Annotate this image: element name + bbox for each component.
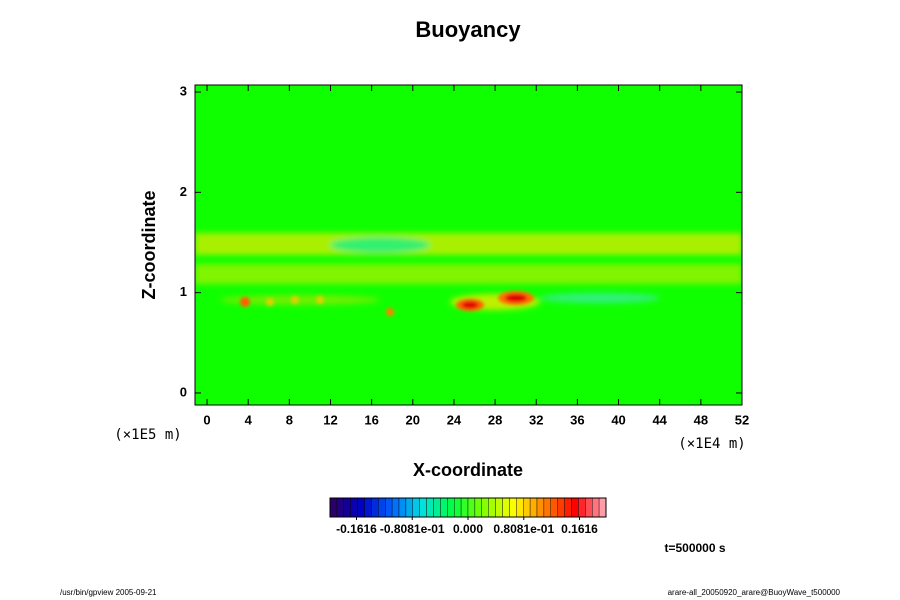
colorbar-cell [371, 497, 379, 518]
x-tick-label: 48 [694, 412, 708, 427]
colorbar-cell [564, 497, 572, 518]
x-tick-label: 12 [323, 412, 337, 427]
x-tick-label: 4 [245, 412, 253, 427]
colorbar-cell [592, 497, 600, 518]
colorbar-cell [412, 497, 420, 518]
y-axis-label: Z-coordinate [139, 190, 159, 299]
x-tick-label: 44 [652, 412, 667, 427]
colorbar-cell [440, 497, 448, 518]
colorbar-cell [578, 497, 586, 518]
colorbar-cell [460, 497, 469, 518]
colorbar-tick-label: -0.1616 [336, 522, 377, 536]
colorbar-cell [516, 497, 524, 518]
colorbar-cell [378, 497, 386, 518]
colorbar-cell [419, 497, 427, 518]
colorbar-cell [385, 497, 393, 518]
colorbar-cell [543, 497, 552, 518]
y-unit: (×1E5 m) [114, 427, 181, 443]
x-tick-label: 40 [611, 412, 625, 427]
x-tick-label: 36 [570, 412, 584, 427]
colorbar-cell [481, 497, 489, 518]
colorbar-cell [488, 497, 496, 518]
colorbar-cell [350, 497, 358, 518]
colorbar-cell [433, 497, 441, 518]
colorbar-tick-label: -0.8081e-01 [380, 522, 445, 536]
x-tick-label: 20 [406, 412, 420, 427]
colorbar-cell [343, 497, 351, 518]
footer-right: arare-all_20050920_arare@BuoyWave_t50000… [668, 588, 841, 597]
colorbar-tick-label: 0.1616 [561, 522, 598, 536]
colorbar-cell [398, 497, 407, 518]
colorbar-cell [509, 497, 517, 518]
x-tick-label: 8 [286, 412, 293, 427]
colorbar-cell [357, 497, 365, 518]
plot-frame [194, 84, 743, 406]
colorbar-cell [502, 497, 510, 518]
colorbar: -0.1616 -0.8081e-01 0.000 0.8081e-01 0.1616 [329, 497, 607, 536]
colorbar-cell [557, 497, 565, 518]
colorbar-cell [467, 497, 476, 518]
colorbar-cell [571, 497, 579, 518]
y-tick-label: 1 [180, 284, 187, 299]
colorbar-cell [364, 497, 372, 518]
colorbar-cell [585, 497, 593, 518]
x-axis-label: X-coordinate [413, 460, 523, 480]
y-tick-label: 2 [180, 184, 187, 199]
y-tick-label: 0 [180, 384, 187, 399]
chart-title: Buoyancy [415, 17, 521, 42]
footer-left: /usr/bin/gpview 2005-09-21 [60, 588, 157, 597]
colorbar-cell [329, 497, 338, 518]
x-tick-label: 32 [529, 412, 543, 427]
colorbar-cell [336, 497, 344, 518]
colorbar-cell [447, 497, 455, 518]
colorbar-tick-label: 0.000 [453, 522, 483, 536]
x-tick-label: 52 [735, 412, 749, 427]
colorbar-cell [536, 497, 545, 518]
colorbar-cell [405, 497, 413, 518]
colorbar-cell [495, 497, 503, 518]
x-tick-label: 0 [203, 412, 210, 427]
x-tick-label: 16 [364, 412, 378, 427]
field [195, 85, 742, 405]
colorbar-cell [523, 497, 531, 518]
y-tick-label: 3 [180, 83, 187, 98]
colorbar-cell [474, 497, 482, 518]
colorbar-cell [550, 497, 558, 518]
colorbar-cell [391, 497, 400, 518]
x-tick-label: 24 [447, 412, 462, 427]
colorbar-cell [529, 497, 538, 518]
time-label: t=500000 s [664, 541, 725, 555]
x-tick-label: 28 [488, 412, 502, 427]
colorbar-cell [598, 497, 607, 518]
colorbar-tick-label: 0.8081e-01 [493, 522, 554, 536]
colorbar-cell [426, 497, 434, 518]
colorbar-cell [454, 497, 462, 518]
x-unit: (×1E4 m) [678, 436, 745, 452]
